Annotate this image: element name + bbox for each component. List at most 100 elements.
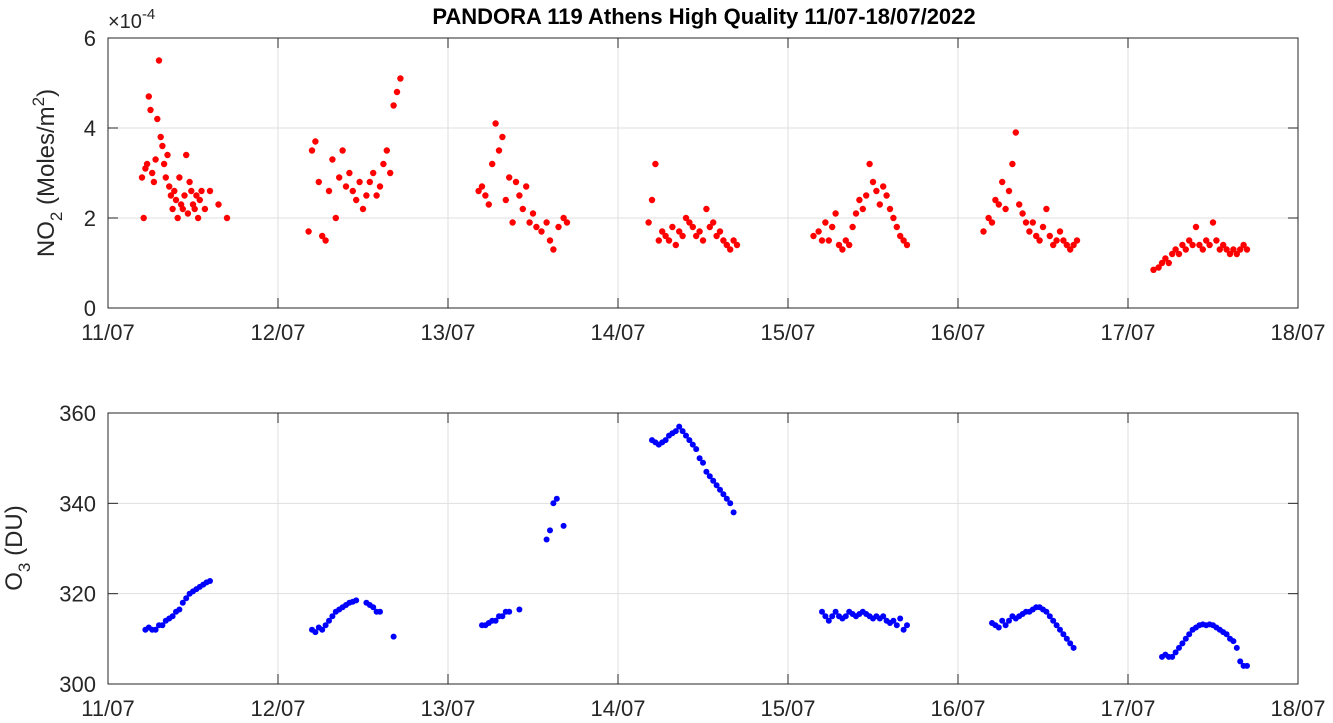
no2-data-point: [1150, 266, 1157, 273]
no2-data-point: [1196, 241, 1203, 249]
no2-data-point: [1022, 219, 1030, 226]
no2-data-point: [856, 196, 863, 204]
no2-data-point: [176, 174, 183, 181]
no2-data-point: [349, 187, 356, 195]
no2-data-point: [1056, 228, 1064, 235]
no2-x-tick-label: 14/07: [590, 320, 645, 345]
no2-data-point: [329, 156, 336, 163]
no2-data-point: [1029, 219, 1037, 226]
no2-data-point: [869, 178, 877, 186]
o3-data-point: [700, 459, 706, 466]
no2-data-point: [873, 187, 880, 195]
no2-data-point: [191, 205, 198, 213]
no2-data-point: [693, 232, 700, 240]
o3-data-point: [1223, 631, 1230, 638]
no2-data-point: [1016, 201, 1023, 208]
no2-data-point: [499, 133, 506, 141]
no2-data-point: [669, 223, 676, 231]
no2-grid: [108, 38, 1298, 308]
no2-data-point: [346, 169, 353, 177]
no2-data-point: [1067, 246, 1074, 253]
no2-axes-box: [107, 37, 1299, 309]
no2-data-point: [506, 174, 513, 181]
o3-data-point: [207, 578, 213, 584]
o3-data-point: [326, 617, 332, 624]
no2-x-tick-label: 17/07: [1100, 320, 1155, 345]
no2-data-point: [1199, 246, 1207, 253]
no2-data-point: [370, 169, 377, 177]
no2-data-point: [1043, 205, 1050, 213]
no2-data-point: [353, 196, 360, 204]
no2-data-point: [478, 183, 486, 190]
o3-data-point: [897, 615, 904, 622]
no2-data-point: [342, 183, 350, 190]
no2-data-point: [1012, 129, 1019, 136]
no2-data-point: [999, 178, 1006, 186]
o3-y-tick-label: 340: [59, 491, 96, 516]
no2-data-point: [1162, 255, 1169, 262]
no2-data-point: [832, 210, 839, 217]
o3-data-point: [904, 622, 910, 629]
no2-data-point: [359, 205, 367, 213]
no2-data-point: [383, 147, 390, 154]
o3-data-point: [683, 432, 689, 439]
no2-data-point: [1063, 241, 1071, 249]
no2-data-point: [846, 241, 853, 249]
no2-data-point: [186, 178, 193, 186]
o3-data-point: [686, 437, 693, 444]
no2-data-point: [1189, 241, 1196, 249]
no2-data-point: [376, 183, 384, 190]
no2-data-point: [1033, 232, 1040, 240]
no2-data-point: [703, 205, 710, 213]
no2-data-point: [723, 241, 730, 249]
no2-data-point: [523, 183, 530, 190]
no2-data-point: [188, 187, 195, 195]
no2-data-point: [1206, 241, 1213, 249]
no2-data-point: [730, 237, 737, 244]
no2-data-point: [159, 142, 166, 150]
o3-grid: [108, 413, 1298, 684]
no2-data-point: [332, 214, 339, 222]
no2-data-point: [1192, 223, 1200, 231]
o3-x-tick-label: 18/07: [1270, 696, 1325, 721]
no2-data-point: [1019, 210, 1026, 217]
no2-data-point: [167, 192, 175, 199]
no2-data-point: [154, 115, 161, 123]
no2-data-point: [713, 232, 720, 240]
no2-data-point: [160, 160, 168, 168]
o3-x-tick-label: 15/07: [760, 696, 815, 721]
no2-data-point: [482, 192, 489, 199]
o3-data-point: [730, 509, 737, 516]
no2-data-point: [1237, 246, 1244, 253]
no2-data-point: [138, 174, 146, 181]
no2-data-point: [519, 205, 526, 213]
no2-data-point: [810, 232, 817, 240]
o3-ticks: 11/07 12/07 13/07 14/07 15/07 16/07 17/07 18/07…: [59, 401, 1325, 721]
o3-data-point: [727, 500, 734, 507]
no2-data-point: [560, 214, 567, 222]
no2-y-tick-label: 4: [84, 116, 96, 141]
no2-data-point: [900, 237, 907, 244]
o3-data-point: [720, 491, 727, 498]
no2-data-point: [1155, 264, 1162, 271]
o3-data-point: [499, 613, 506, 620]
no2-axes: 11/07 12/07 13/07 14/07 15/07 16/07 17/07 18/07…: [29, 6, 1326, 345]
o3-data-point: [713, 482, 720, 489]
no2-data-point: [512, 178, 520, 186]
o3-data-point: [1070, 644, 1077, 651]
no2-data-point: [546, 237, 554, 244]
o3-data-point: [693, 446, 700, 453]
o3-data-point: [1172, 649, 1179, 656]
no2-data-point: [992, 196, 999, 204]
no2-data-point: [147, 106, 154, 114]
o3-data-point: [706, 473, 713, 480]
no2-data-point: [842, 237, 849, 244]
o3-data-point: [832, 608, 839, 615]
no2-data-point: [1179, 241, 1186, 249]
no2-data-point: [194, 214, 202, 222]
no2-data-point: [886, 205, 894, 213]
no2-data-point: [655, 237, 662, 244]
o3-data-point: [890, 617, 897, 624]
no2-data-point: [164, 151, 171, 159]
o3-data-point: [1176, 644, 1182, 651]
